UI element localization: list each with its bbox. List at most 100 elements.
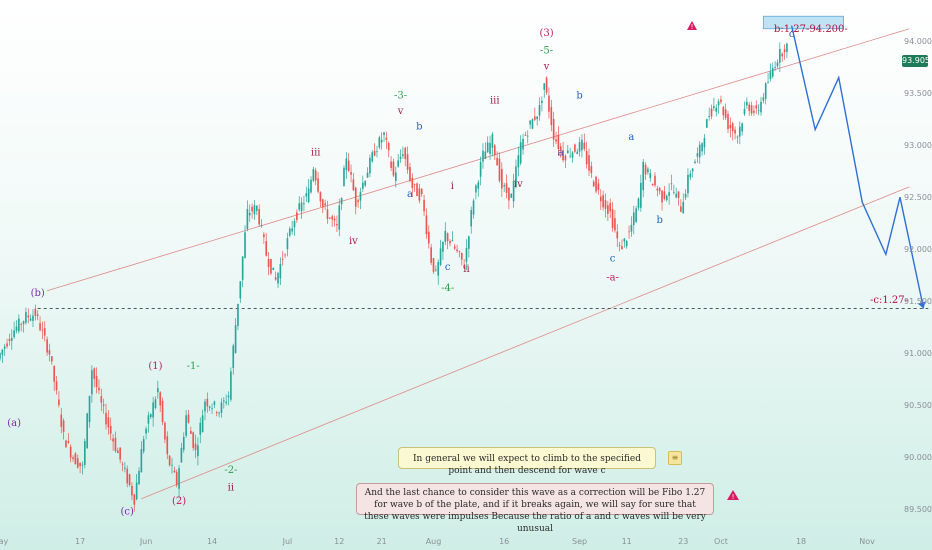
candle-body [131, 485, 133, 496]
candle-body [420, 188, 423, 195]
candle-body [272, 267, 275, 270]
candle-body [411, 177, 414, 188]
candle-body [199, 422, 202, 435]
y-tick-label: 92.000 [904, 245, 932, 254]
candle-body [220, 402, 223, 413]
candle-body [635, 208, 637, 222]
candle-body [140, 449, 143, 473]
note-expectation: In general we will expect to climb to th… [398, 447, 656, 476]
current-price-tag: 93.905 [902, 55, 930, 67]
candle-body [67, 441, 70, 443]
x-tick-label: 23 [678, 537, 688, 546]
candle-body [479, 162, 482, 177]
channel-upper-line [47, 28, 910, 292]
wave-label: iv [514, 179, 523, 190]
candle-body [755, 105, 758, 109]
candle-body [538, 104, 541, 116]
candle-body [180, 447, 183, 463]
candle-body [124, 467, 126, 469]
y-tick-label: 91.500 [904, 297, 932, 306]
candle-body [413, 183, 416, 185]
candle-body [32, 315, 34, 321]
candle-body [211, 408, 213, 410]
candle-body [566, 150, 569, 154]
candle-body [680, 206, 682, 212]
candle-body [296, 212, 298, 220]
candle-body [616, 231, 619, 239]
candle-body [677, 191, 680, 198]
candle-body [599, 196, 602, 202]
candle-body [439, 248, 442, 266]
candle-body [505, 183, 508, 193]
candle-body [230, 371, 232, 400]
candle-body [602, 195, 604, 208]
candle-body [366, 172, 369, 178]
candle-body [109, 425, 112, 434]
candle-body [46, 339, 48, 353]
candle-body [310, 179, 312, 193]
candle-body [291, 228, 293, 232]
y-tick-label: 92.500 [904, 193, 932, 202]
candle-body [164, 422, 166, 440]
candle-body [329, 217, 331, 219]
candle-body [449, 240, 451, 244]
candle-body [453, 246, 456, 249]
candle-body [705, 119, 708, 128]
candle-body [484, 151, 487, 159]
y-tick-label: 90.000 [904, 453, 932, 462]
candle-body [482, 150, 484, 162]
candle-body [286, 238, 289, 250]
candle-body [774, 67, 776, 68]
candle-body [100, 396, 103, 403]
candle-body [498, 158, 501, 181]
candle-body [632, 212, 635, 226]
candle-body [465, 248, 468, 262]
candle-body [157, 388, 159, 393]
candle-body [258, 209, 260, 225]
candle-body [128, 474, 131, 485]
candle-body [281, 259, 284, 260]
candle-body [590, 166, 593, 174]
candle-body [637, 198, 640, 208]
candle-body [58, 399, 60, 406]
wave-label: (b) [31, 288, 45, 299]
candle-body [397, 160, 399, 167]
candle-body [640, 182, 642, 208]
candle-body [757, 109, 760, 111]
candle-body [574, 144, 576, 152]
wave-label: (a) [7, 418, 21, 429]
candle-body [738, 126, 741, 137]
wave-label: b [416, 122, 422, 133]
candle-body [204, 401, 206, 412]
candle-body [654, 175, 656, 186]
wave-label: iv [349, 236, 358, 247]
candle-body [691, 168, 694, 172]
candle-body [416, 183, 418, 197]
candle-body [425, 215, 428, 235]
candle-body [138, 471, 140, 485]
wave-label: -1- [187, 361, 200, 372]
candle-body [430, 247, 432, 263]
candle-body [159, 392, 162, 406]
candle-body [623, 238, 626, 242]
candle-body [456, 249, 458, 252]
candle-body [672, 192, 675, 194]
candle-body [571, 152, 574, 158]
candle-body [279, 264, 282, 279]
candle-body [614, 218, 616, 231]
candle-body [237, 303, 239, 326]
wave-label: -2- [224, 465, 237, 476]
candle-body [343, 167, 345, 187]
candle-body [135, 482, 138, 500]
x-tick-label: 18 [796, 537, 806, 546]
candle-body [350, 172, 352, 175]
candle-body [550, 107, 553, 126]
candle-body [746, 101, 748, 106]
wave-label: ii [463, 264, 469, 275]
candle-body [213, 401, 216, 405]
candle-body [390, 161, 392, 168]
candle-body [222, 400, 225, 402]
candle-body [65, 440, 67, 448]
warning-icon: ! [687, 21, 697, 31]
